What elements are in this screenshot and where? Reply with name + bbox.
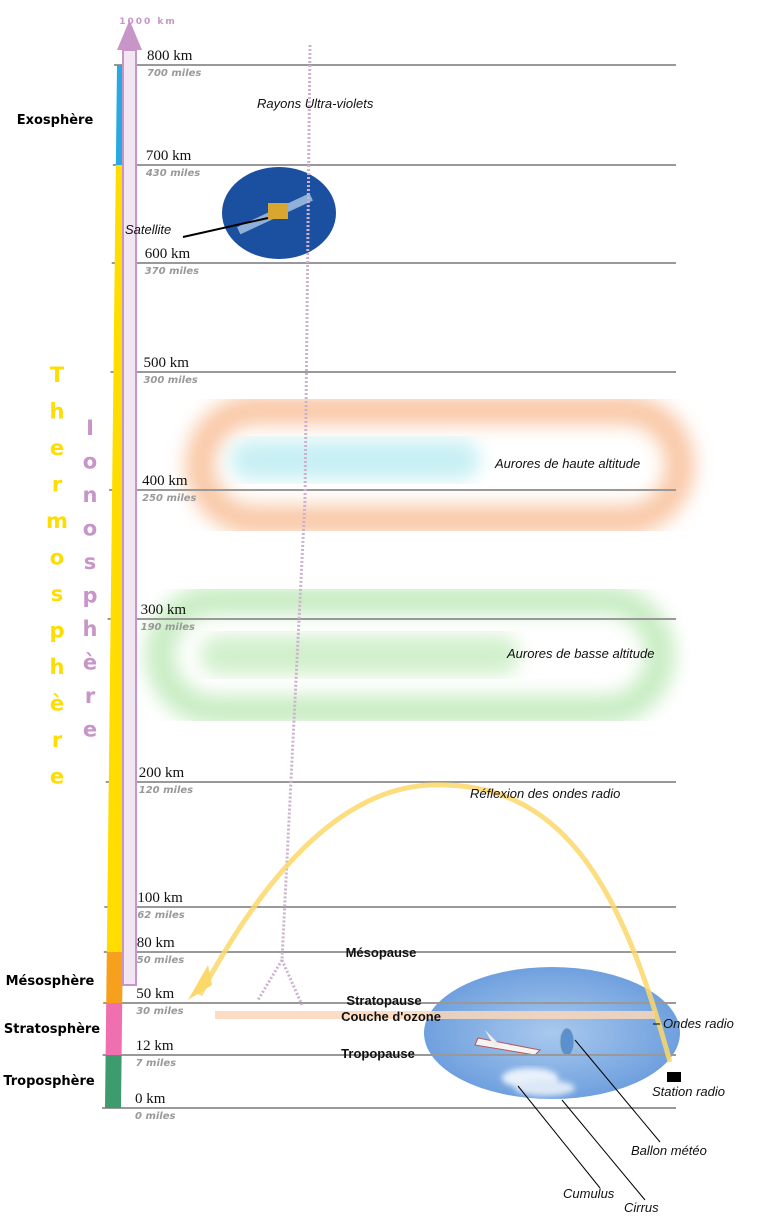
radio-wave-arc (197, 782, 673, 1063)
uv-label: Rayons Ultra-violets (257, 96, 374, 111)
svg-text:p: p (82, 584, 97, 608)
svg-text:è: è (50, 692, 64, 716)
altitude-km-label: 80 km (137, 935, 175, 951)
svg-text:r: r (52, 473, 63, 497)
altitude-miles-label: 700 miles (147, 68, 201, 79)
altitude-miles-label: 300 miles (143, 375, 197, 386)
aurora-high (185, 395, 695, 535)
altitude-km-label: 50 km (136, 986, 174, 1002)
aurora-low (145, 585, 675, 725)
altitude-miles-label: 0 miles (135, 1111, 175, 1122)
stratosphere-label: Stratosphère (4, 1022, 100, 1037)
svg-text:T: T (50, 363, 65, 387)
altitude-km-label: 600 km (145, 246, 191, 262)
altitude-miles-label: 190 miles (141, 622, 195, 633)
svg-text:s: s (51, 582, 64, 606)
svg-text:h: h (50, 400, 65, 424)
altitude-miles-label: 250 miles (142, 493, 196, 504)
mesosphere-label: Mésosphère (6, 974, 95, 989)
altitude-km-label: 500 km (143, 355, 189, 371)
altitude-miles-label: 430 miles (145, 168, 200, 179)
altitude-miles-label: 30 miles (136, 1006, 183, 1017)
top-altitude-label: 1000 km (119, 17, 177, 27)
altitude-miles-label: 7 miles (136, 1058, 176, 1069)
svg-text:n: n (83, 483, 98, 507)
weather-balloon-icon (559, 1027, 575, 1057)
svg-text:e: e (50, 765, 64, 789)
mesosphere-band (106, 952, 123, 1003)
altitude-km-label: 200 km (139, 765, 185, 781)
altitude-km-label: 800 km (147, 48, 193, 64)
svg-text:o: o (50, 546, 64, 570)
svg-text:h: h (50, 655, 65, 679)
satellite-pointer (182, 217, 269, 238)
svg-text:h: h (83, 617, 98, 641)
aurora-high-label: Aurores de haute altitude (494, 456, 640, 471)
mesopause-label: Mésopause (346, 945, 417, 960)
svg-text:r: r (52, 728, 63, 752)
ionosphere-arrow (117, 20, 142, 986)
aurora-low-label: Aurores de basse altitude (506, 646, 654, 661)
radio-station-icon (667, 1072, 681, 1082)
altitude-km-label: 12 km (136, 1038, 174, 1054)
uv-ray (256, 44, 312, 1006)
troposphere-illustration (424, 967, 680, 1099)
svg-text:e: e (50, 436, 64, 460)
svg-text:o: o (83, 517, 97, 541)
cirrus-label: Cirrus (624, 1200, 659, 1215)
altitude-km-label: 700 km (146, 148, 192, 164)
satellite-illustration (222, 167, 336, 259)
svg-text:o: o (83, 450, 97, 474)
cumulus-label: Cumulus (563, 1186, 615, 1201)
stratopause-label: Stratopause (346, 993, 421, 1008)
altitude-km-label: 0 km (135, 1091, 166, 1107)
tropopause-label: Tropopause (341, 1046, 415, 1061)
altitude-km-label: 300 km (141, 602, 187, 618)
altitude-miles-label: 370 miles (145, 266, 199, 277)
satellite-label: Satellite (125, 222, 171, 237)
svg-text:e: e (83, 718, 97, 742)
balloon-label: Ballon météo (631, 1143, 707, 1158)
radio-arrow-head (188, 965, 212, 1000)
troposphere-label: Troposphère (3, 1074, 95, 1089)
svg-text:s: s (84, 550, 97, 574)
exosphere-label: Exosphère (17, 113, 94, 128)
radio-waves-label: Ondes radio (663, 1016, 734, 1031)
svg-text:r: r (85, 684, 96, 708)
altitude-miles-label: 120 miles (139, 785, 193, 796)
svg-text:p: p (49, 619, 64, 643)
pointer-lines (517, 1023, 661, 1201)
troposphere-band (105, 1055, 122, 1108)
altitude-miles-label: 50 miles (137, 955, 184, 966)
svg-text:è: è (83, 651, 97, 675)
svg-text:m: m (46, 509, 68, 533)
altitude-km-label: 100 km (137, 890, 183, 906)
stratosphere-band (105, 1003, 123, 1055)
altitude-km-label: 400 km (142, 473, 188, 489)
cloud-icon (502, 1068, 575, 1096)
svg-text:I: I (86, 416, 94, 440)
altitude-miles-label: 62 miles (137, 910, 184, 921)
ozone-layer-label: Couche d'ozone (341, 1009, 441, 1024)
radio-reflection-label: Réflexion des ondes radio (470, 786, 620, 801)
ozone-band (215, 1011, 655, 1019)
radio-station-label: Station radio (652, 1084, 725, 1099)
